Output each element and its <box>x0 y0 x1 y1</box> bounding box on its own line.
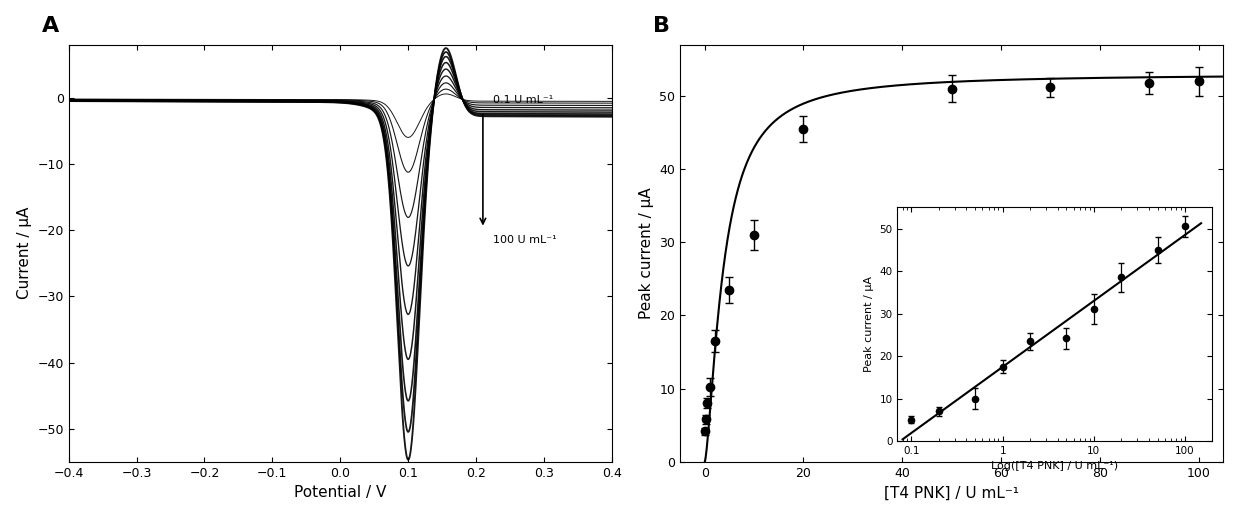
Text: A: A <box>41 16 58 36</box>
Text: 100 U mL⁻¹: 100 U mL⁻¹ <box>494 235 557 245</box>
X-axis label: Potential / V: Potential / V <box>294 485 387 500</box>
Y-axis label: Peak current / μA: Peak current / μA <box>639 188 653 319</box>
X-axis label: [T4 PNK] / U mL⁻¹: [T4 PNK] / U mL⁻¹ <box>884 485 1019 500</box>
Y-axis label: Current / μA: Current / μA <box>16 207 32 299</box>
Text: B: B <box>652 16 670 36</box>
Text: 0.1 U mL⁻¹: 0.1 U mL⁻¹ <box>494 95 553 105</box>
